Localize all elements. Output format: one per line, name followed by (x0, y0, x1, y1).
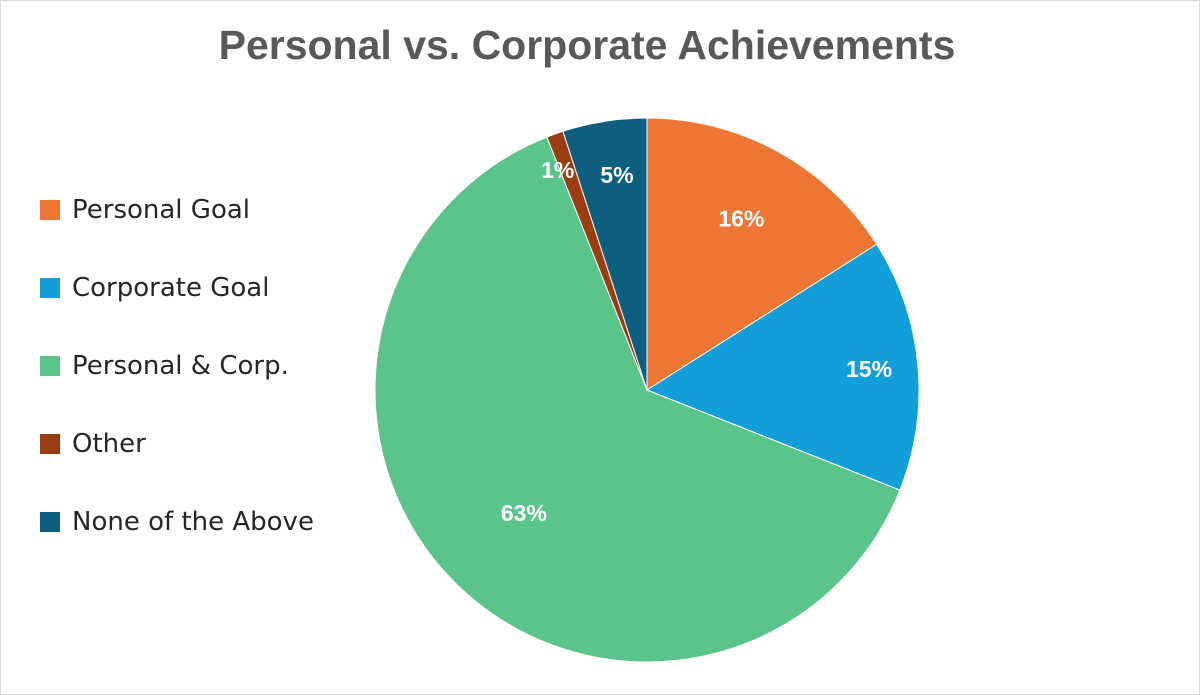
pie-slice (562, 117, 648, 391)
legend-label: Corporate Goal (72, 272, 270, 303)
slice-data-label: 16% (718, 205, 764, 231)
legend-item: Personal Goal (40, 190, 314, 229)
legend-item: Personal & Corp. (40, 346, 314, 385)
legend-item: None of the Above (40, 502, 314, 541)
pie-slice (374, 136, 901, 663)
pie-slice (646, 117, 878, 391)
legend-label: Other (72, 428, 146, 459)
legend-swatch (40, 199, 60, 220)
slice-data-label: 15% (846, 356, 892, 382)
pie-slice (645, 243, 920, 491)
legend-swatch (40, 433, 60, 454)
legend-label: Personal & Corp. (72, 350, 289, 381)
slice-data-label: 5% (600, 162, 633, 188)
legend-swatch (40, 277, 60, 298)
legend-swatch (40, 511, 60, 532)
legend-swatch (40, 355, 60, 376)
legend-item: Other (40, 424, 314, 463)
legend: Personal Goal Corporate Goal Personal & Co… (40, 190, 314, 580)
slice-data-label: 63% (501, 500, 547, 526)
chart-title: Personal vs. Corporate Achievements (218, 22, 956, 68)
slice-data-label: 1% (541, 157, 574, 183)
legend-label: Personal Goal (72, 194, 251, 225)
legend-label: None of the Above (72, 506, 314, 537)
legend-item: Corporate Goal (40, 268, 314, 307)
